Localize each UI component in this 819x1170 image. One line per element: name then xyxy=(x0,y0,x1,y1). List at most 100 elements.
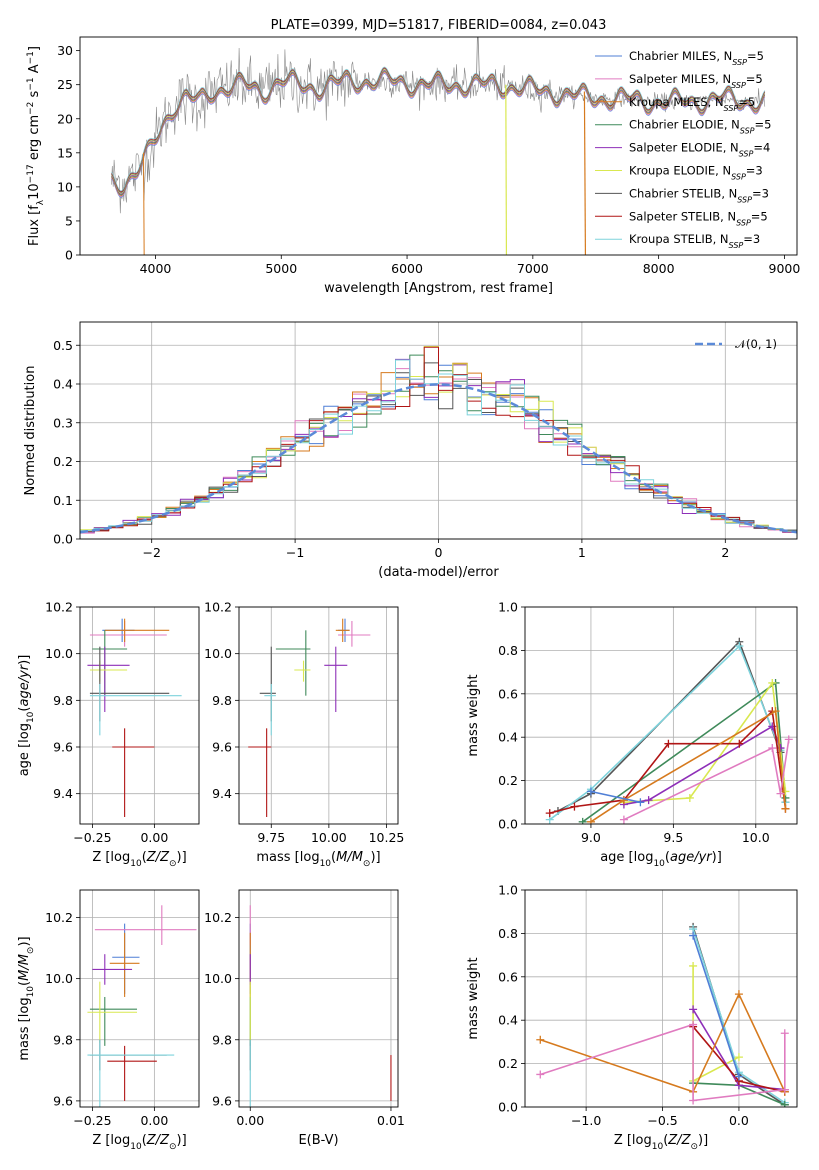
legend-text: =4 xyxy=(753,141,770,155)
errorbar-point xyxy=(92,954,133,985)
weight-series xyxy=(689,925,789,1107)
errorbar-point xyxy=(89,660,128,682)
residuals-axes: −2 −1 0 1 2 0.0 0.1 0.2 0.3 0.4 0.5 xyxy=(53,322,797,560)
mass_vs_ebv-axes: 0.00 0.01 9.6 9.8 10.0 10.2 xyxy=(204,890,405,1128)
x-axis-label: (data-model)/error xyxy=(378,565,499,580)
label-part: M/M xyxy=(17,954,32,981)
weight-marker xyxy=(735,642,744,651)
label-part: ( xyxy=(142,850,147,865)
x-axis-label: Z [log10(Z/Z⊙)] xyxy=(92,850,186,869)
label-part: 10 xyxy=(320,859,332,869)
x-tick-label: 9.75 xyxy=(257,830,285,845)
label-part: ] xyxy=(27,46,42,51)
errorbar-point xyxy=(338,621,371,647)
y-tick-label: 10.2 xyxy=(45,600,73,615)
legend-text: =5 xyxy=(751,209,768,223)
weight-series xyxy=(545,642,790,824)
label-part: ⊙ xyxy=(169,1142,177,1152)
y-tick-label: 9.8 xyxy=(53,1032,73,1047)
legend-sub: SSP xyxy=(736,218,751,227)
y-axis-label: Normed distribution xyxy=(23,366,38,496)
legend-entry: Kroupa ELODIE, NSSP=3 xyxy=(629,164,763,182)
weight-marker xyxy=(689,1096,698,1105)
y-tick-label: 5 xyxy=(65,213,73,228)
y-tick-label: 9.6 xyxy=(53,1093,73,1108)
x-tick-label: 6000 xyxy=(391,261,423,276)
label-part: E(B-V) xyxy=(298,1133,338,1148)
legend-sub: SSP xyxy=(731,172,746,181)
spectrum-drop xyxy=(583,91,587,255)
weight-line xyxy=(623,739,790,821)
y-tick-label: 0.0 xyxy=(53,532,73,547)
model-spectrum-line xyxy=(111,66,766,192)
weight-line xyxy=(623,725,782,806)
errorbar-point xyxy=(335,618,350,642)
legend-entry: Chabrier MILES, NSSP=5 xyxy=(629,49,764,67)
x-tick-label: −0.25 xyxy=(73,830,111,845)
y-tick-label: 0.2 xyxy=(498,773,518,788)
legend-sub: SSP xyxy=(724,103,739,112)
weight_vs_age-frame xyxy=(524,606,798,825)
y-tick-label: 0.3 xyxy=(53,415,73,430)
legend-text: =5 xyxy=(738,95,755,109)
errorbar-point xyxy=(264,684,276,736)
label-part: ⊙ xyxy=(363,859,371,869)
y-tick-label: 0.1 xyxy=(53,493,73,508)
x-axis-label: wavelength [Angstrom, rest frame] xyxy=(324,281,553,296)
x-tick-label: 9000 xyxy=(769,261,801,276)
weight-marker xyxy=(768,678,777,687)
y-tick-label: 1.0 xyxy=(498,883,518,898)
x-tick-label: 7000 xyxy=(517,261,549,276)
y-tick-label: 0.4 xyxy=(498,1013,518,1028)
model-spectrum-line xyxy=(111,68,766,193)
x-tick-label: 1 xyxy=(578,545,586,560)
label-part: Normed distribution xyxy=(23,366,38,496)
model-spectrum-line xyxy=(111,70,766,196)
label-part: 10 xyxy=(653,859,665,869)
weight-line xyxy=(590,790,641,804)
y-tick-label: 9.8 xyxy=(53,693,73,708)
y-tick-label: 9.4 xyxy=(212,786,232,801)
legend-text: =3 xyxy=(743,232,760,246)
y-tick-label: 9.6 xyxy=(212,1093,232,1108)
legend-sub: SSP xyxy=(731,80,746,89)
label-part: )] xyxy=(177,1133,187,1148)
x-tick-label: −2 xyxy=(142,545,160,560)
y-tick-label: 0.6 xyxy=(498,969,518,984)
legend-entry: Salpeter STELIB, NSSP=5 xyxy=(629,209,768,227)
x-axis-label: age [log10(age/yr)] xyxy=(600,850,722,869)
label-part: erg cm xyxy=(27,115,42,164)
y-tick-label: 20 xyxy=(57,111,73,126)
label-part: wavelength [Angstrom, rest frame] xyxy=(324,281,553,296)
weight-marker xyxy=(685,793,694,802)
label-part: A xyxy=(27,64,42,77)
weight_vs_age-plot-area xyxy=(545,637,793,824)
legend-text: Kroupa ELODIE, N xyxy=(629,164,731,178)
x-tick-label: 10.0 xyxy=(742,830,770,845)
label-part: ( xyxy=(17,707,32,712)
spectrum-drop xyxy=(143,152,145,255)
label-part: ( xyxy=(665,850,670,865)
legend-text: =3 xyxy=(752,186,769,200)
x-tick-label: 0.00 xyxy=(140,1113,168,1128)
y-tick-label: 10.2 xyxy=(204,600,232,615)
legend-text: =5 xyxy=(755,118,772,132)
label-part: Flux [f xyxy=(27,205,42,246)
mass_vs_ebv-plot-area xyxy=(249,905,392,1107)
legend-entry: Kroupa MILES, NSSP=5 xyxy=(629,95,755,113)
errorbar-point xyxy=(89,684,182,736)
label-part: ⊙ xyxy=(26,947,36,955)
label-part: )] xyxy=(17,655,32,665)
spectrum-frame xyxy=(79,36,798,256)
label-part: )] xyxy=(177,850,187,865)
x-tick-label: 0.00 xyxy=(140,830,168,845)
legend-entry: Salpeter ELODIE, NSSP=4 xyxy=(629,141,770,159)
histogram-series xyxy=(80,359,797,532)
weight-marker xyxy=(536,1035,545,1044)
legend-entry: Chabrier STELIB, NSSP=3 xyxy=(629,186,769,204)
weight_vs_Z-frame xyxy=(524,889,798,1108)
errorbar-point xyxy=(112,728,155,817)
label-part: Z [log xyxy=(92,1133,130,1148)
weight-line xyxy=(540,992,786,1093)
legend-text: Salpeter ELODIE, N xyxy=(629,141,739,155)
